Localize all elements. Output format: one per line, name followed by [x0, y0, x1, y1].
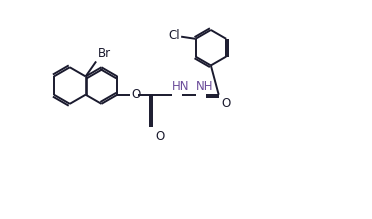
Text: O: O — [131, 88, 141, 101]
Text: O: O — [221, 97, 231, 110]
Text: Br: Br — [97, 47, 110, 60]
Text: HN: HN — [172, 80, 190, 93]
Text: O: O — [155, 130, 165, 143]
Text: NH: NH — [196, 80, 213, 93]
Text: Cl: Cl — [169, 29, 180, 42]
